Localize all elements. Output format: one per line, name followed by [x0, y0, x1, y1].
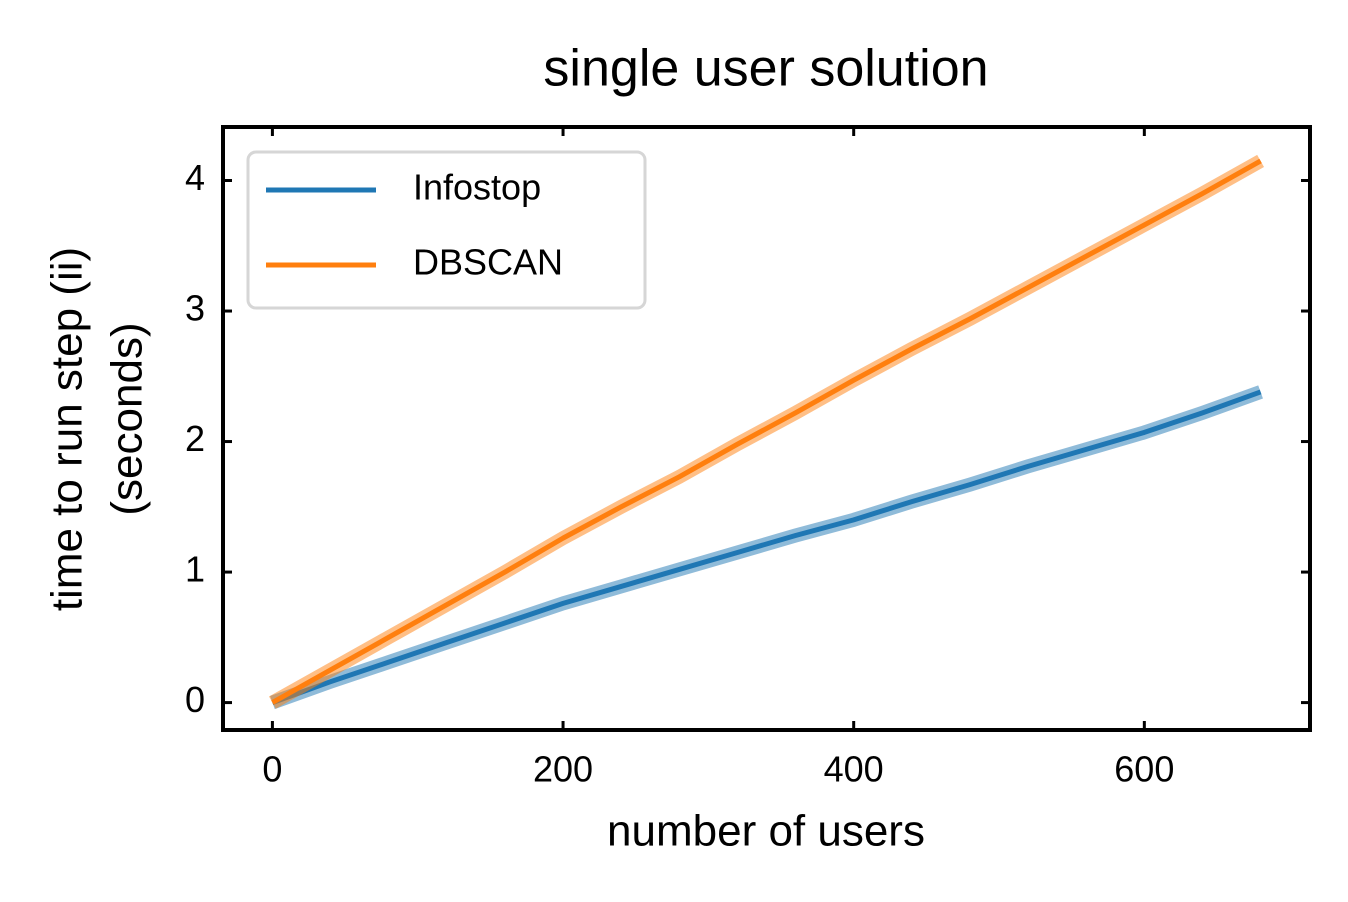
- legend-label: Infostop: [413, 167, 541, 208]
- series-line: [271, 158, 1262, 705]
- chart-title: single user solution: [543, 40, 988, 98]
- x-axis-label: number of users: [607, 807, 925, 856]
- y-axis-label: (seconds): [103, 322, 152, 515]
- y-tick-label: 3: [185, 288, 205, 329]
- x-tick-label: 200: [533, 749, 593, 790]
- y-tick-label: 4: [185, 157, 205, 198]
- x-tick-label: 0: [262, 749, 282, 790]
- x-tick-label: 400: [824, 749, 884, 790]
- y-tick-label: 2: [185, 418, 205, 459]
- x-tick-label: 600: [1114, 749, 1174, 790]
- plot-frame: [221, 125, 1312, 732]
- y-tick-label: 1: [185, 549, 205, 590]
- y-axis-label: time to run step (ii): [43, 247, 92, 611]
- series-line: [271, 389, 1262, 705]
- legend-label: DBSCAN: [413, 242, 563, 283]
- y-tick-label: 0: [185, 679, 205, 720]
- series-band: [270, 385, 1263, 710]
